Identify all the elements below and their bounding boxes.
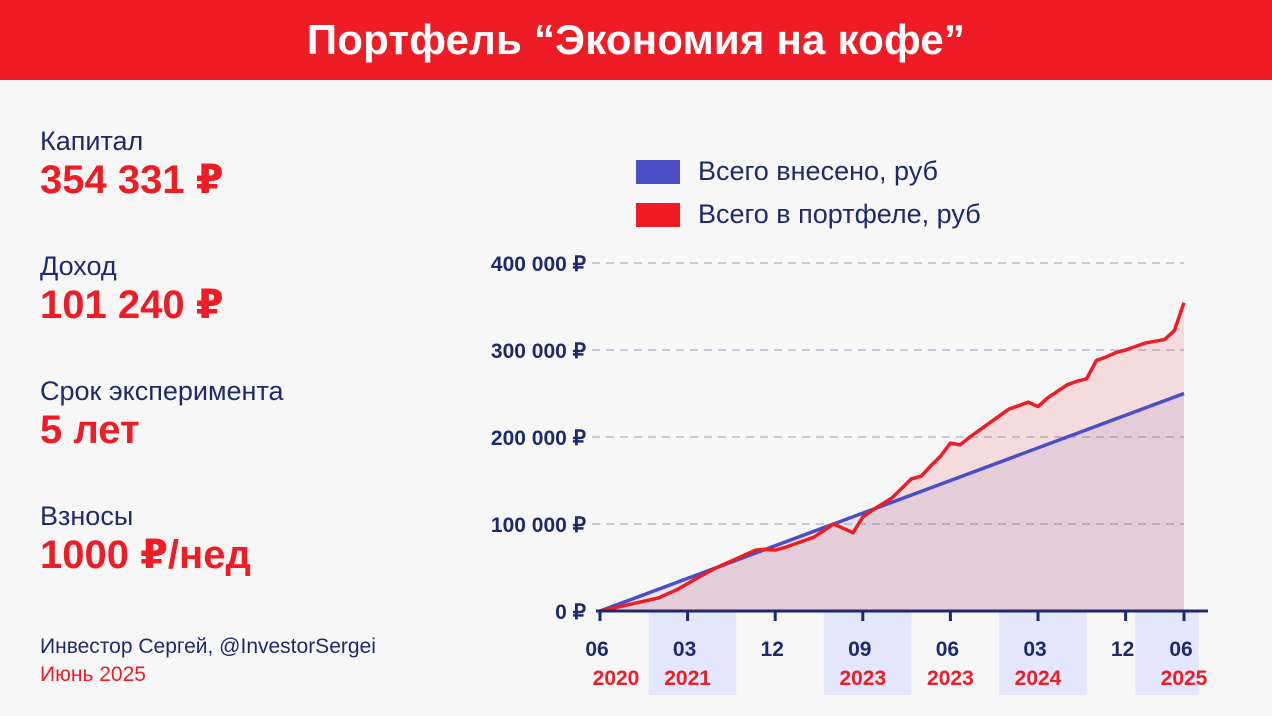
x-tick-year: 2023 [927,667,974,690]
legend-item-invested: Всего внесено, руб [636,150,981,193]
legend-swatch-invested [636,159,680,184]
stat-value: 354 331 ₽ [40,158,224,202]
y-tick-label: 300 000 ₽ [491,340,587,363]
legend-label: Всего в портфеле, руб [698,199,981,229]
y-tick-label: 400 000 ₽ [491,253,587,276]
x-tick-year: 2024 [1015,667,1062,690]
x-band [648,611,737,695]
chart-legend: Всего внесено, руб Всего в портфеле, руб [636,150,981,236]
stat-value: 5 лет [40,408,140,452]
x-tick-month: 12 [1111,638,1134,661]
x-tick-month: 03 [1023,638,1046,661]
portfolio-area [600,302,1184,611]
legend-label: Всего внесено, руб [698,156,938,186]
stat-capital: Капитал 354 331 ₽ [40,124,284,249]
x-tick-year: 2023 [839,667,886,690]
footer: Инвестор Сергей, @InvestorSergei Июнь 20… [40,633,376,689]
stat-contributions: Взносы 1000 ₽/нед [40,499,284,624]
y-tick-label: 100 000 ₽ [491,514,587,537]
author-credit: Инвестор Сергей, @InvestorSergei [40,635,376,658]
stat-label: Доход [40,251,117,281]
x-band [1135,611,1199,695]
x-tick-month: 12 [761,638,784,661]
header-banner: Портфель “Экономия на кофе” [0,0,1272,80]
x-tick-month: 06 [585,638,608,661]
invested-line [599,391,1185,613]
portfolio-line [599,302,1186,613]
publication-date: Июнь 2025 [40,663,146,686]
x-tick-month: 09 [848,638,871,661]
stat-value: 101 240 ₽ [40,283,224,327]
x-tick-month: 03 [673,638,696,661]
stat-duration: Срок эксперимента 5 лет [40,374,284,499]
y-tick-label: 0 ₽ [555,601,587,624]
legend-swatch-portfolio [636,202,680,227]
x-band [999,611,1087,695]
x-tick-month: 06 [936,638,959,661]
stat-income: Доход 101 240 ₽ [40,249,284,374]
x-tick-year: 2021 [664,667,711,690]
y-tick-label: 200 000 ₽ [491,427,587,450]
stats-panel: Капитал 354 331 ₽ Доход 101 240 ₽ Срок э… [40,124,284,624]
page-title: Портфель “Экономия на кофе” [306,16,966,63]
x-tick-year: 2025 [1161,667,1208,690]
stat-label: Взносы [40,501,134,531]
stat-label: Срок эксперимента [40,376,284,406]
legend-item-portfolio: Всего в портфеле, руб [636,193,981,236]
x-band [823,611,912,695]
x-tick-year: 2020 [593,667,640,690]
x-tick-month: 06 [1169,638,1192,661]
stat-value: 1000 ₽/нед [40,533,251,577]
stat-label: Капитал [40,126,144,156]
